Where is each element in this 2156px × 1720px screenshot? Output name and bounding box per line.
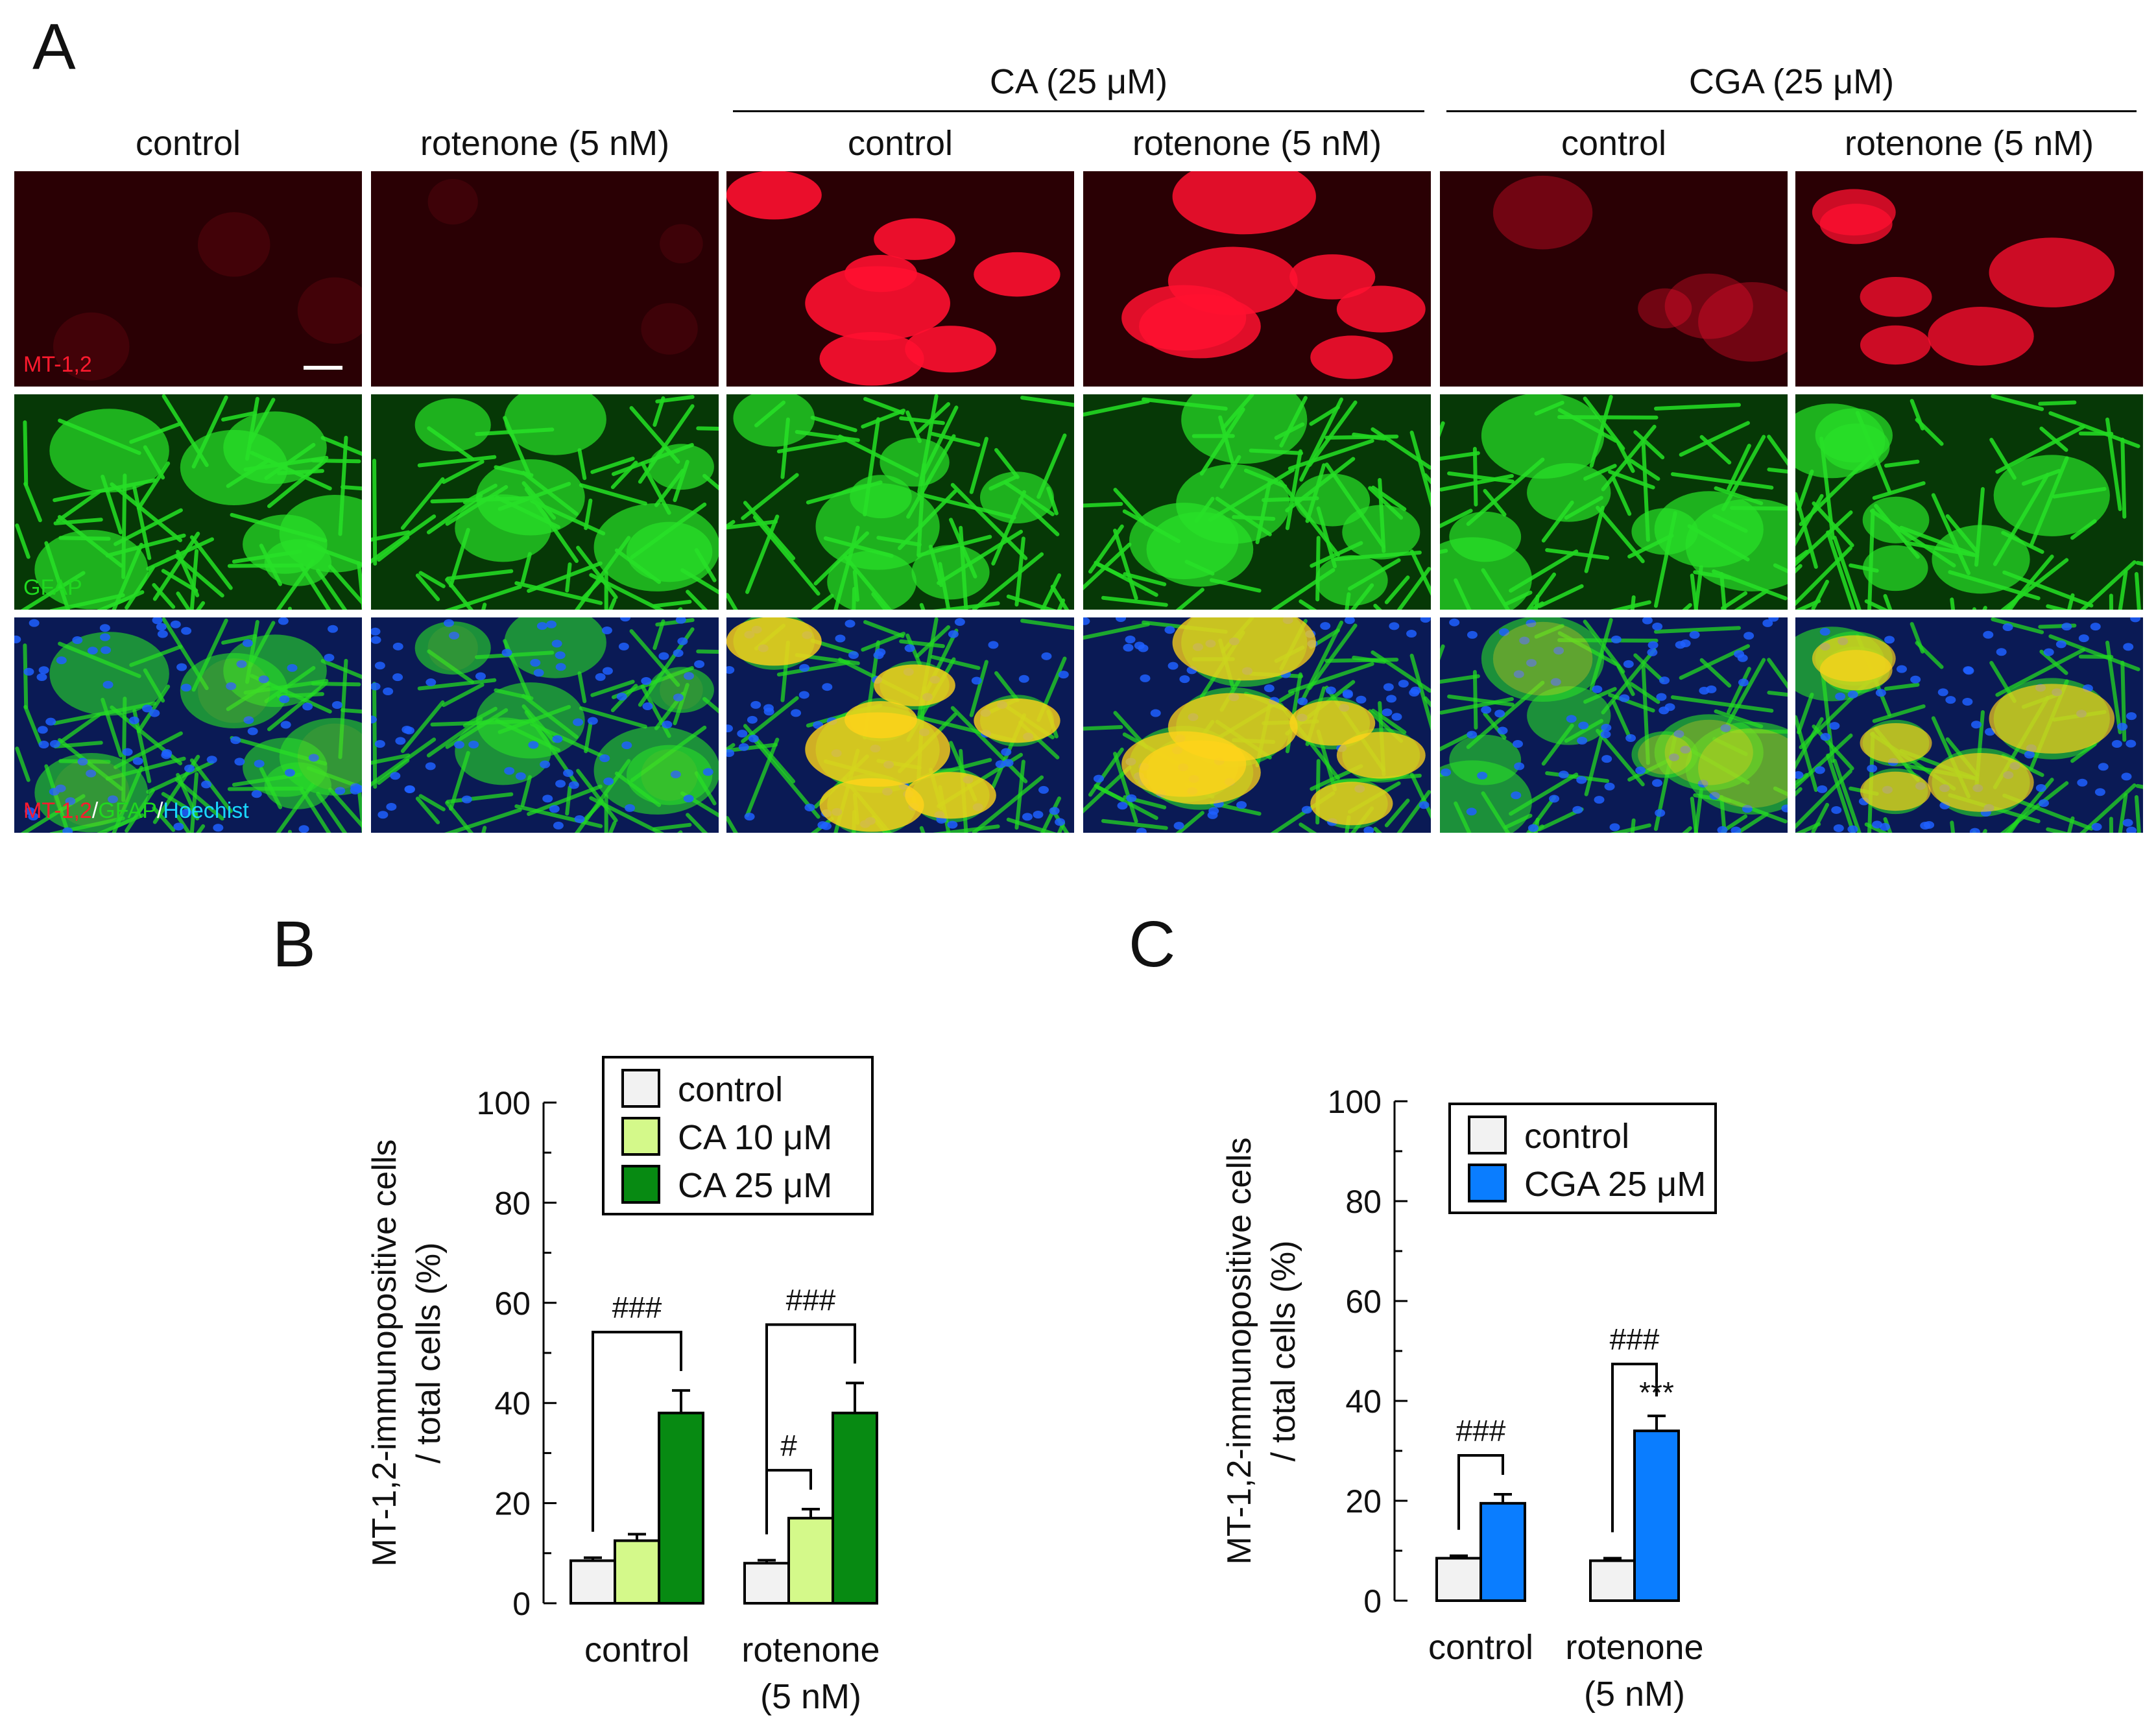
micrograph-r0-c5 bbox=[1795, 171, 2143, 387]
bar-control bbox=[1589, 1559, 1636, 1603]
y-axis-label-line: / total cells (%) bbox=[1265, 1241, 1302, 1462]
micrograph-r2-c2 bbox=[726, 617, 1074, 833]
bar-control bbox=[569, 1559, 616, 1605]
micrograph-r1-c1 bbox=[371, 394, 719, 610]
y-tick-label: 20 bbox=[494, 1486, 531, 1522]
significance-bracket bbox=[592, 1330, 682, 1532]
column-label-4: control bbox=[1561, 124, 1667, 163]
significance-label: ### bbox=[786, 1283, 836, 1317]
legend-label: CA 25 μM bbox=[678, 1166, 832, 1205]
channel-label-row-0: MT-1,2 bbox=[23, 352, 92, 377]
bar-ca-25-μm bbox=[832, 1411, 878, 1605]
micrograph-r0-c1 bbox=[371, 171, 719, 387]
y-tick-label: 100 bbox=[1328, 1084, 1382, 1120]
bar-ca-25-μm bbox=[658, 1411, 704, 1605]
legend-swatch bbox=[1468, 1116, 1507, 1154]
significance-bracket bbox=[1457, 1453, 1504, 1530]
significance-stars: *** bbox=[1639, 1376, 1674, 1409]
significance-bracket bbox=[765, 1323, 856, 1535]
y-tick-label: 80 bbox=[494, 1185, 531, 1221]
legend-label: control bbox=[678, 1070, 783, 1109]
micrograph-r1-c3 bbox=[1083, 394, 1431, 610]
significance-label: ### bbox=[1456, 1414, 1506, 1448]
channel-label-part: GFAP bbox=[98, 798, 157, 823]
micrograph-r0-c0: MT-1,2 bbox=[14, 171, 362, 387]
x-category-label: control bbox=[1428, 1628, 1533, 1667]
x-category-label: control bbox=[584, 1630, 689, 1669]
y-tick-label: 60 bbox=[1345, 1284, 1382, 1320]
micrograph-r2-c0: MT-1,2/GFAP/Hoechist bbox=[14, 617, 362, 833]
y-tick-label: 80 bbox=[1345, 1184, 1382, 1220]
y-tick-label: 20 bbox=[1345, 1483, 1382, 1520]
micrograph-r2-c3 bbox=[1083, 617, 1431, 833]
panel-letter: C bbox=[1129, 908, 1175, 981]
micrograph-r2-c4 bbox=[1440, 617, 1788, 833]
micrograph-r1-c2 bbox=[726, 394, 1074, 610]
legend-swatch bbox=[1468, 1164, 1507, 1202]
channel-label-row-2: MT-1,2/GFAP/Hoechist bbox=[23, 798, 249, 824]
channel-label-row-1: GFAP bbox=[23, 575, 82, 600]
significance-label: # bbox=[780, 1429, 797, 1463]
micrograph-r1-c5 bbox=[1795, 394, 2143, 610]
channel-label-part: MT-1,2 bbox=[23, 798, 92, 823]
bar-control bbox=[1435, 1557, 1482, 1602]
scale-bar bbox=[304, 366, 342, 370]
column-label-0: control bbox=[135, 124, 241, 163]
column-label-3: rotenone (5 nM) bbox=[1132, 124, 1382, 163]
group-rule-0 bbox=[733, 110, 1424, 112]
legend-swatch bbox=[621, 1165, 660, 1204]
channel-label-part: / bbox=[156, 798, 163, 823]
bar-control bbox=[743, 1562, 790, 1605]
bar-ca-10-μm bbox=[787, 1516, 834, 1605]
column-label-1: rotenone (5 nM) bbox=[420, 124, 670, 163]
chart-b: B 0 20 40 60 80 100 MT-1,2-immunopositive cells… bbox=[272, 908, 880, 1716]
x-category-label: (5 nM) bbox=[760, 1677, 861, 1716]
legend-label: control bbox=[1524, 1117, 1629, 1156]
y-tick-label: 40 bbox=[1345, 1383, 1382, 1420]
bar-cga-25-μm bbox=[1633, 1429, 1680, 1602]
bar-ca-10-μm bbox=[614, 1539, 660, 1605]
group-label-1: CGA (25 μM) bbox=[1688, 62, 1895, 101]
y-tick-label: 0 bbox=[512, 1586, 531, 1622]
significance-bracket bbox=[1611, 1363, 1658, 1533]
column-label-2: control bbox=[847, 124, 953, 163]
legend-swatch bbox=[621, 1117, 660, 1156]
x-category-label: rotenone bbox=[1565, 1628, 1703, 1667]
y-axis-label-line: / total cells (%) bbox=[410, 1243, 448, 1464]
micrograph-r0-c4 bbox=[1440, 171, 1788, 387]
significance-label: ### bbox=[612, 1291, 662, 1324]
panel-a-letter: A bbox=[32, 10, 76, 83]
legend-swatch bbox=[621, 1069, 660, 1108]
legend-label: CGA 25 μM bbox=[1524, 1165, 1706, 1204]
bar-cga-25-μm bbox=[1479, 1501, 1526, 1602]
micrograph-r0-c2 bbox=[726, 171, 1074, 387]
micrograph-r0-c3 bbox=[1083, 171, 1431, 387]
micrograph-r1-c4 bbox=[1440, 394, 1788, 610]
significance-bracket bbox=[765, 1468, 812, 1535]
y-tick-label: 0 bbox=[1363, 1583, 1382, 1619]
micrograph-r2-c1 bbox=[371, 617, 719, 833]
group-rule-1 bbox=[1446, 110, 2137, 112]
channel-label-part: Hoechist bbox=[163, 798, 249, 823]
column-label-5: rotenone (5 nM) bbox=[1844, 124, 2094, 163]
x-category-label: (5 nM) bbox=[1584, 1675, 1685, 1714]
significance-label: ### bbox=[1610, 1322, 1660, 1356]
channel-label-part: / bbox=[91, 798, 99, 823]
group-label-0: CA (25 μM) bbox=[989, 62, 1168, 101]
x-category-label: rotenone bbox=[741, 1630, 880, 1669]
panel-letter: B bbox=[272, 908, 316, 981]
y-axis-label-line: MT-1,2-immunopositive cells bbox=[1221, 1138, 1258, 1565]
y-tick-label: 40 bbox=[494, 1385, 531, 1422]
micrograph-r2-c5 bbox=[1795, 617, 2143, 833]
chart-c: C 0 20 40 60 80 100 MT-1,2-immunopositive cells… bbox=[1129, 908, 1717, 1714]
micrograph-r1-c0: GFAP bbox=[14, 394, 362, 610]
y-axis-label-line: MT-1,2-immunopositive cells bbox=[366, 1140, 403, 1567]
legend-label: CA 10 μM bbox=[678, 1118, 832, 1157]
y-tick-label: 60 bbox=[494, 1285, 531, 1322]
y-tick-label: 100 bbox=[477, 1085, 531, 1121]
